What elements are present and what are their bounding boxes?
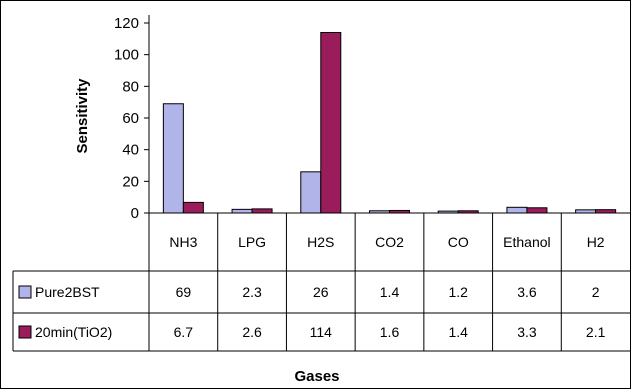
bar-0-1 xyxy=(231,208,253,214)
bar-1-6 xyxy=(595,209,617,214)
bar-1-5 xyxy=(526,207,548,214)
table-value: 1.4 xyxy=(448,324,468,340)
table-value: 114 xyxy=(310,324,333,340)
category-label: H2S xyxy=(307,234,334,250)
bar-0-2 xyxy=(300,171,322,214)
table-value: 69 xyxy=(176,284,192,300)
bar-0-5 xyxy=(506,206,528,214)
legend-swatch-1 xyxy=(18,325,32,339)
table-value: 26 xyxy=(313,284,329,300)
y-tick-label: 40 xyxy=(122,142,139,159)
bar-1-2 xyxy=(320,32,342,214)
category-label: CO xyxy=(448,234,469,250)
category-label: Ethanol xyxy=(503,234,550,250)
y-tick-label: 100 xyxy=(114,47,139,64)
legend-label: 20min(TiO2) xyxy=(35,324,112,340)
table-value: 2.3 xyxy=(242,284,262,300)
table-value: 3.6 xyxy=(517,284,537,300)
category-label: NH3 xyxy=(169,234,197,250)
category-label: CO2 xyxy=(375,234,404,250)
y-tick-label: 60 xyxy=(122,110,139,127)
category-label: LPG xyxy=(238,234,266,250)
y-axis-title: Sensitivity xyxy=(74,78,91,154)
table-value: 6.7 xyxy=(174,324,194,340)
bar-0-0 xyxy=(162,103,184,214)
table-value: 3.3 xyxy=(517,324,537,340)
legend-label: Pure2BST xyxy=(35,284,100,300)
y-tick-label: 120 xyxy=(114,15,139,32)
table-value: 2 xyxy=(592,284,600,300)
table-value: 1.4 xyxy=(380,284,400,300)
table-value: 1.2 xyxy=(448,284,468,300)
y-tick-label: 80 xyxy=(122,78,139,95)
bar-1-1 xyxy=(251,208,273,214)
bar-0-4 xyxy=(437,210,459,214)
bar-1-4 xyxy=(457,210,479,214)
bar-0-3 xyxy=(369,210,390,214)
table-value: 2.6 xyxy=(242,324,262,340)
category-label: H2 xyxy=(587,234,605,250)
bar-1-0 xyxy=(182,201,204,214)
table-value: 2.1 xyxy=(586,324,606,340)
x-axis-title: Gases xyxy=(294,368,339,385)
legend-swatch-0 xyxy=(18,285,32,299)
y-tick-label: 20 xyxy=(122,173,139,190)
table-value: 1.6 xyxy=(380,324,400,340)
bar-0-6 xyxy=(575,209,597,214)
bar-1-3 xyxy=(389,209,410,214)
y-tick-label: 0 xyxy=(131,205,139,222)
